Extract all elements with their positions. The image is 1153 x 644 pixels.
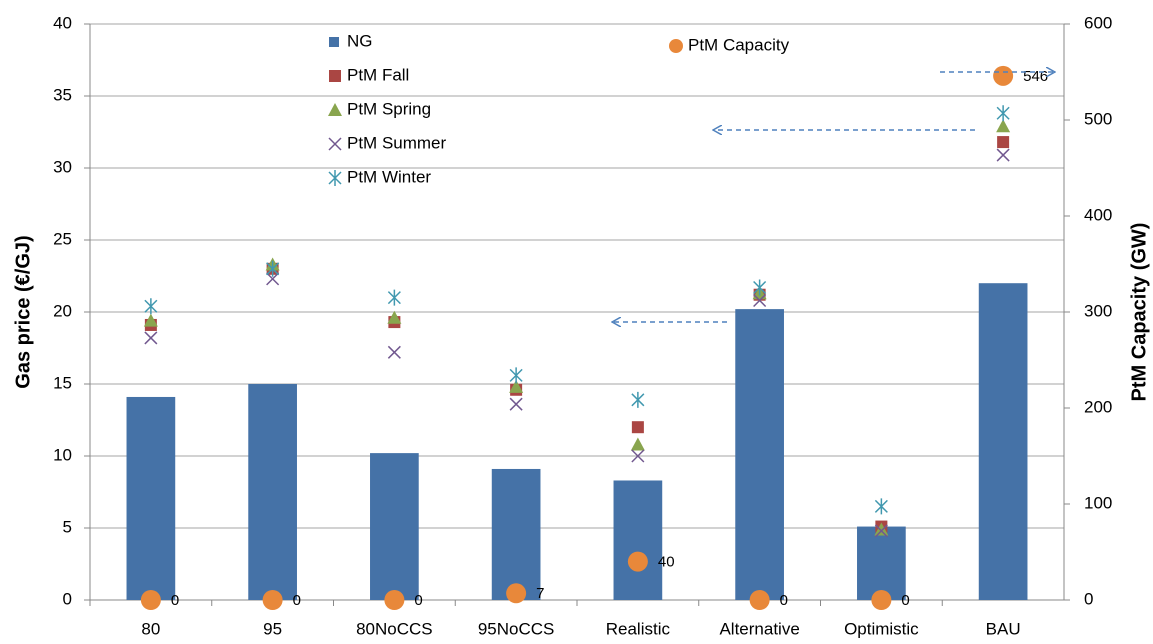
marker [871,590,892,610]
marker [753,293,767,308]
legend-label: PtM Summer [347,133,447,152]
data-label: 546 [1023,68,1048,85]
legend-swatch [329,70,341,82]
marker [874,522,889,536]
marker [387,345,401,359]
marker [266,272,280,286]
marker [509,379,524,393]
marker [387,310,402,324]
marker [262,590,283,610]
marker [387,289,401,306]
y-tick-label: 0 [63,589,72,608]
y2-tick-label: 200 [1084,397,1112,416]
bar [735,309,784,600]
y2-tick-label: 300 [1084,301,1112,320]
bar [248,384,297,600]
legend-label: NG [347,31,373,50]
bar [126,396,176,600]
marker [874,498,888,515]
marker [631,391,645,408]
bar [491,468,541,600]
y2-tick-label: 100 [1084,493,1112,512]
marker [631,449,645,463]
data-label: 0 [780,592,788,609]
data-label: 0 [293,592,301,609]
legend-swatch [328,103,342,116]
y-tick-label: 5 [63,517,72,536]
bar [613,480,663,600]
y-tick-label: 35 [53,85,72,104]
marker [144,331,158,345]
legend-swatch [328,137,342,151]
marker [509,367,523,384]
y2-tick-label: 500 [1084,109,1112,128]
marker [143,313,158,327]
marker [630,437,645,451]
y-axis-title: Gas price (€/GJ) [12,235,34,388]
marker [993,65,1014,86]
data-label: 0 [171,592,179,609]
marker [509,397,523,411]
bar [857,526,906,600]
y2-tick-label: 400 [1084,205,1112,224]
marker [266,260,280,277]
marker [140,590,161,610]
y-tick-label: 40 [53,13,72,32]
x-tick-label: 80 [141,619,160,638]
x-tick-label: 95 [263,619,282,638]
bar [978,283,1028,600]
legend-swatch [328,170,342,186]
data-label: 40 [658,554,675,571]
marker [506,583,527,604]
legend-label: PtM Capacity [688,35,790,54]
legend-label: PtM Fall [347,65,409,84]
y-tick-label: 15 [53,373,72,392]
y-tick-label: 25 [53,229,72,248]
x-tick-label: Alternative [719,619,799,638]
marker [627,551,648,572]
x-tick-label: BAU [986,619,1021,638]
marker [996,148,1010,162]
y2-tick-label: 0 [1084,589,1093,608]
marker [631,421,644,434]
data-label: 7 [536,585,544,602]
marker [753,279,767,296]
data-label: 0 [901,592,909,609]
y2-axis-title: PtM Capacity (GW) [1128,223,1150,402]
legend-label: PtM Winter [347,167,431,186]
marker [749,590,770,610]
data-label: 0 [414,592,422,609]
marker [144,298,158,315]
legend-label: PtM Spring [347,99,431,118]
y-tick-label: 30 [53,157,72,176]
marker [997,136,1010,149]
y2-tick-label: 600 [1084,13,1112,32]
y-tick-label: 10 [53,445,72,464]
x-tick-label: 80NoCCS [356,619,433,638]
legend-swatch [329,37,339,47]
marker [996,105,1010,122]
x-tick-label: 95NoCCS [478,619,555,638]
x-tick-label: Realistic [606,619,671,638]
marker [996,119,1011,133]
marker [874,524,888,538]
legend-swatch [669,39,683,53]
bar [370,453,419,600]
marker [384,590,405,610]
x-tick-label: Optimistic [844,619,919,638]
y-tick-label: 20 [53,301,72,320]
